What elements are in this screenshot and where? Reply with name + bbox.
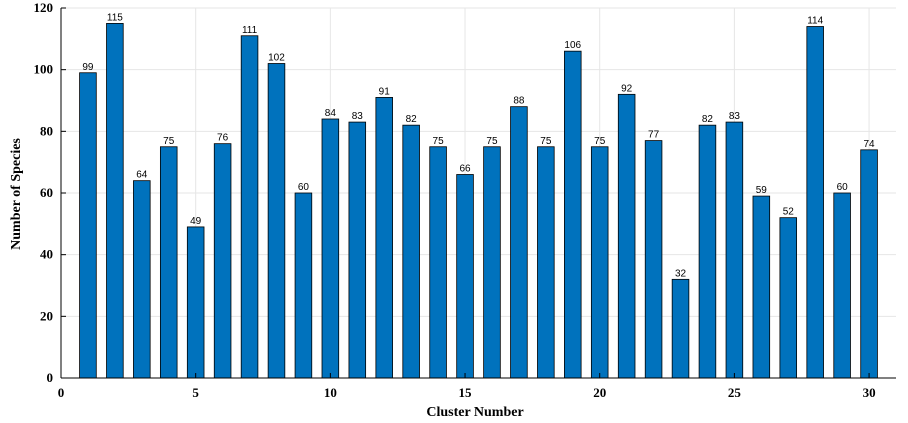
x-axis-title: Cluster Number xyxy=(426,405,523,420)
data-label-cluster-6: 76 xyxy=(217,133,229,144)
data-label-cluster-12: 91 xyxy=(379,86,391,97)
data-label-cluster-16: 75 xyxy=(486,136,498,147)
bar-cluster-11 xyxy=(348,121,367,379)
x-tick-label: 5 xyxy=(192,385,199,400)
bar-cluster-2 xyxy=(106,23,124,379)
bar-cluster-15 xyxy=(456,174,474,379)
data-label-cluster-17: 88 xyxy=(513,96,525,107)
data-label-cluster-15: 66 xyxy=(459,164,471,175)
bar-cluster-12 xyxy=(375,97,393,379)
bar-cluster-30 xyxy=(860,149,878,379)
bar-cluster-6 xyxy=(213,143,232,379)
bar-cluster-7 xyxy=(240,35,259,379)
bars xyxy=(79,23,878,379)
data-label-cluster-8: 102 xyxy=(268,53,285,64)
bar-cluster-3 xyxy=(133,180,151,379)
data-label-cluster-9: 60 xyxy=(298,182,310,193)
bar-cluster-18 xyxy=(537,146,555,379)
y-tick-label: 0 xyxy=(47,370,54,385)
x-tick-label: 0 xyxy=(58,385,65,400)
data-label-cluster-18: 75 xyxy=(540,136,552,147)
y-tick-label: 120 xyxy=(34,0,54,15)
data-label-cluster-25: 83 xyxy=(729,111,741,122)
bar-cluster-19 xyxy=(564,50,582,379)
y-tick-label: 80 xyxy=(40,123,53,138)
data-label-cluster-29: 60 xyxy=(837,182,849,193)
data-label-cluster-4: 75 xyxy=(163,136,175,147)
grid-lines xyxy=(61,7,896,378)
x-tick-label: 25 xyxy=(728,385,742,400)
bar-cluster-9 xyxy=(294,192,313,379)
y-tick-label: 100 xyxy=(34,62,54,77)
bar-cluster-16 xyxy=(483,146,501,379)
bar-cluster-20 xyxy=(590,146,609,379)
data-label-cluster-5: 49 xyxy=(190,216,202,227)
data-label-cluster-21: 92 xyxy=(621,83,633,94)
data-label-cluster-19: 106 xyxy=(564,40,581,51)
bar-cluster-22 xyxy=(644,140,663,379)
x-tick-label: 15 xyxy=(459,385,473,400)
y-axis-title: Number of Species xyxy=(9,138,24,250)
data-label-cluster-13: 82 xyxy=(406,114,418,125)
bar-cluster-8 xyxy=(267,63,286,379)
y-tick-label: 60 xyxy=(40,185,53,200)
bar-cluster-25 xyxy=(725,121,744,379)
bar-cluster-10 xyxy=(321,118,340,379)
x-tick-label: 10 xyxy=(324,385,337,400)
data-label-cluster-28: 114 xyxy=(807,16,823,27)
bar-cluster-1 xyxy=(79,72,97,379)
bar-cluster-14 xyxy=(429,146,447,379)
data-label-cluster-24: 82 xyxy=(702,114,714,125)
data-label-cluster-3: 64 xyxy=(136,170,148,181)
data-label-cluster-23: 32 xyxy=(675,268,687,279)
bar-cluster-5 xyxy=(186,226,205,379)
bar-cluster-23 xyxy=(671,278,690,379)
data-label-cluster-22: 77 xyxy=(648,130,660,141)
bar-cluster-27 xyxy=(779,217,798,379)
data-label-cluster-2: 115 xyxy=(107,12,123,23)
y-tick-label: 20 xyxy=(40,308,53,323)
axes: 0 20 40 60 80 100 120 0 5 10 15 20 25 30 xyxy=(34,0,896,400)
x-tick-label: 20 xyxy=(593,385,606,400)
data-label-cluster-1: 99 xyxy=(82,62,94,73)
bar-cluster-13 xyxy=(402,124,420,379)
data-label-cluster-26: 59 xyxy=(756,185,768,196)
data-label-cluster-7: 111 xyxy=(242,25,258,36)
data-label-cluster-20: 75 xyxy=(594,136,606,147)
data-labels: 99 115 64 75 49 76 111 102 60 84 83 91 82 75 66 75 88 75 1… xyxy=(82,12,875,279)
data-label-cluster-27: 52 xyxy=(783,207,795,218)
bar-cluster-24 xyxy=(698,124,717,379)
bar-cluster-26 xyxy=(752,195,771,379)
bar-cluster-4 xyxy=(159,146,178,379)
data-label-cluster-11: 83 xyxy=(352,111,364,122)
bar-cluster-17 xyxy=(510,106,528,379)
data-label-cluster-14: 75 xyxy=(433,136,445,147)
bar-cluster-29 xyxy=(833,192,851,379)
bar-cluster-21 xyxy=(617,93,636,379)
y-tick-label: 40 xyxy=(40,247,53,262)
data-label-cluster-10: 84 xyxy=(325,108,337,119)
data-label-cluster-30: 74 xyxy=(864,139,876,150)
bar-cluster-28 xyxy=(806,26,824,379)
x-tick-label: 30 xyxy=(863,385,876,400)
